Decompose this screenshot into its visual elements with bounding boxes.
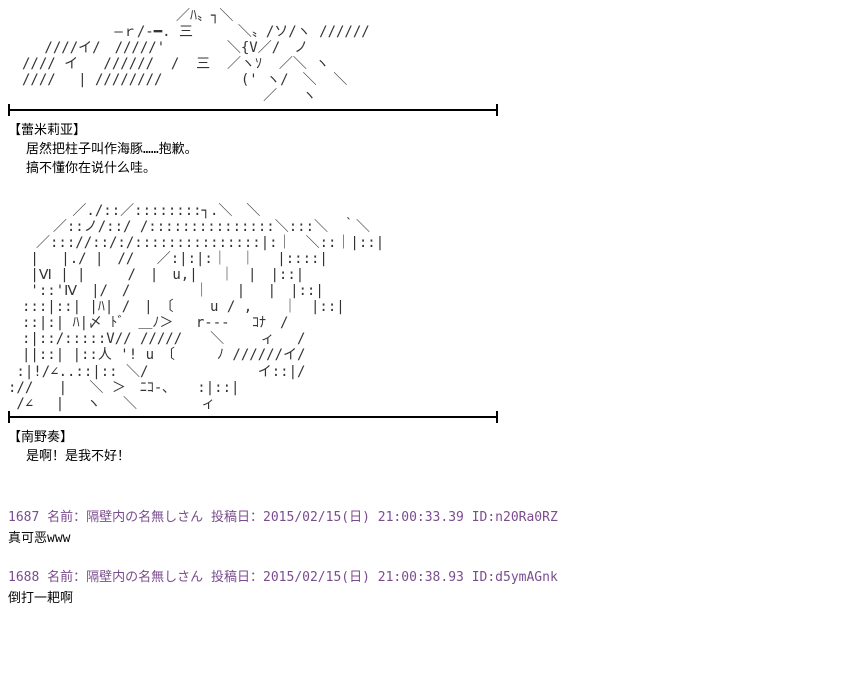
dialogue-1-line-2: 搞不懂你在说什么哇。 — [26, 161, 156, 176]
story-block-1: ／ﾊ〟┐＼ ―ｒ/-━. 三 ＼〟/ソ/ヽ ////// ////イ/ ////… — [8, 8, 842, 179]
post-number: 1687 — [8, 510, 39, 525]
post-1687: 1687 名前：隔壁内の名無しさん 投稿日：2015/02/15(日) 21:0… — [8, 506, 842, 546]
post-name: 隔壁内の名無しさん — [86, 570, 203, 585]
post-id: n20Ra0RZ — [495, 510, 558, 525]
ascii-art-top: ／ﾊ〟┐＼ ―ｒ/-━. 三 ＼〟/ソ/ヽ ////// ////イ/ ////… — [8, 8, 842, 105]
post-date-prefix: 投稿日： — [211, 570, 263, 585]
dialogue-2-line-1: 是啊！是我不好！ — [26, 449, 130, 464]
dialogue-1: 居然把柱子叫作海豚……抱歉。 搞不懂你在说什么哇。 — [8, 140, 842, 179]
post-body: 倒打一耙啊 — [8, 587, 842, 606]
divider-1 — [8, 109, 498, 111]
dialogue-1-line-1: 居然把柱子叫作海豚……抱歉。 — [26, 142, 198, 157]
post-name-prefix: 名前： — [47, 510, 86, 525]
post-number: 1688 — [8, 570, 39, 585]
post-date: 2015/02/15(日) 21:00:38.93 — [263, 570, 464, 585]
post-id-prefix: ID: — [472, 510, 495, 525]
post-date: 2015/02/15(日) 21:00:33.39 — [263, 510, 464, 525]
post-id: d5ymAGnk — [495, 570, 558, 585]
post-id-prefix: ID: — [472, 570, 495, 585]
post-header: 1687 名前：隔壁内の名無しさん 投稿日：2015/02/15(日) 21:0… — [8, 506, 842, 525]
character-name-1: 【蕾米莉亚】 — [8, 119, 842, 138]
dialogue-2: 是啊！是我不好！ — [8, 447, 842, 467]
divider-2 — [8, 416, 498, 418]
post-1688: 1688 名前：隔壁内の名無しさん 投稿日：2015/02/15(日) 21:0… — [8, 566, 842, 606]
post-header: 1688 名前：隔壁内の名無しさん 投稿日：2015/02/15(日) 21:0… — [8, 566, 842, 585]
ascii-art-bottom: ／./::／::::::::┐.＼ ＼ ／::ノ/::/ /::::::::::… — [8, 203, 842, 412]
comments-section: 1687 名前：隔壁内の名無しさん 投稿日：2015/02/15(日) 21:0… — [8, 506, 842, 606]
story-block-2: ／./::／::::::::┐.＼ ＼ ／::ノ/::/ /::::::::::… — [8, 203, 842, 467]
post-name-prefix: 名前： — [47, 570, 86, 585]
post-date-prefix: 投稿日： — [211, 510, 263, 525]
post-body: 真可恶www — [8, 527, 842, 546]
post-name: 隔壁内の名無しさん — [86, 510, 203, 525]
character-name-2: 【南野奏】 — [8, 426, 842, 445]
